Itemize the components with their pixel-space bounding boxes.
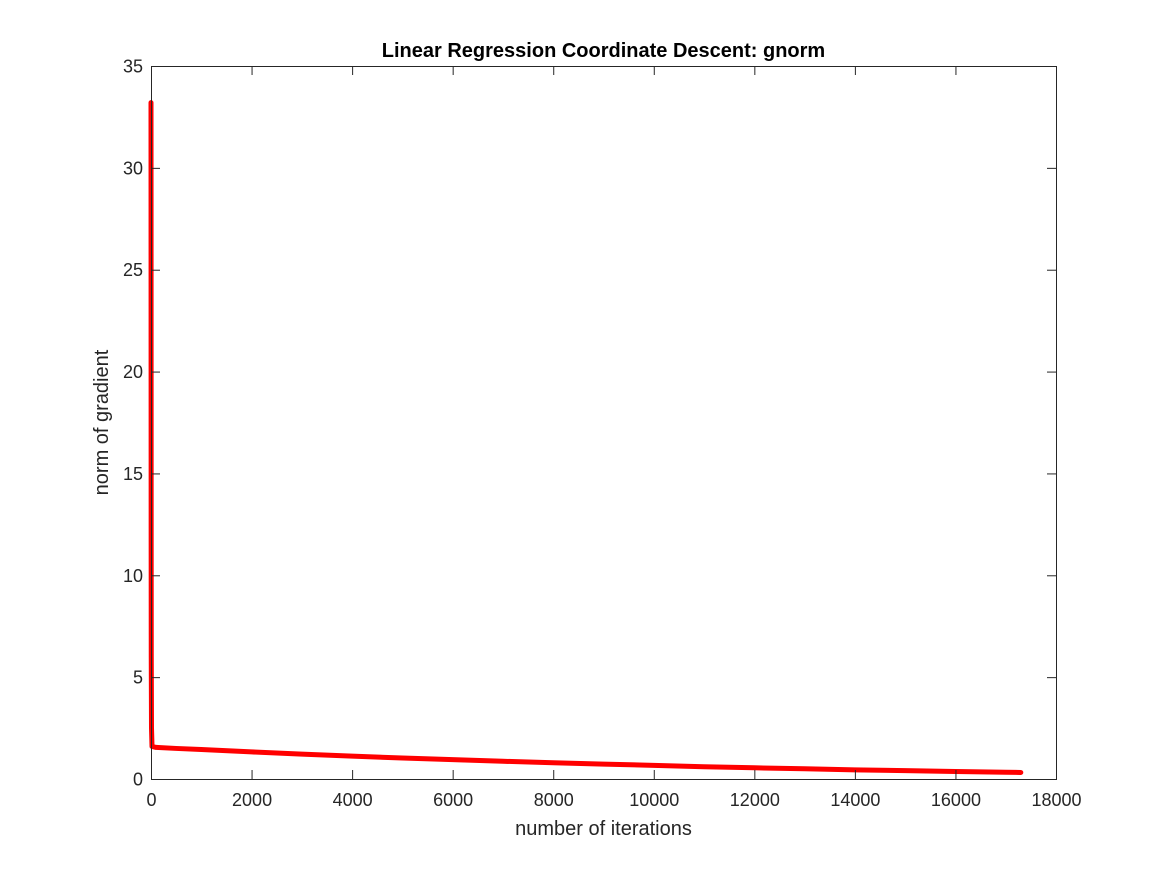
ticks-layer: 0 2000 4000 6000 8000 10000 12000 14000 16000 180… [123, 57, 1082, 811]
x-tick-label: 6000 [433, 790, 473, 810]
plot-area [151, 66, 1056, 779]
y-tick-label: 0 [133, 770, 143, 790]
x-tick-label: 18000 [1031, 790, 1081, 810]
x-tick-label: 14000 [830, 790, 880, 810]
x-tick-label: 0 [146, 790, 156, 810]
y-axis-label: norm of gradient [91, 349, 113, 495]
x-tick-label: 16000 [931, 790, 981, 810]
y-tick-label: 10 [123, 566, 143, 586]
x-axis-label: number of iterations [515, 818, 692, 840]
y-tick-label: 20 [123, 362, 143, 382]
y-tick-label: 5 [133, 668, 143, 688]
x-tick-label: 2000 [232, 790, 272, 810]
chart-title: Linear Regression Coordinate Descent: gn… [382, 40, 825, 62]
y-tick-label: 25 [123, 260, 143, 280]
axes-box [151, 66, 1057, 780]
x-tick-label: 10000 [629, 790, 679, 810]
x-tick-label: 12000 [730, 790, 780, 810]
x-tick-label: 8000 [534, 790, 574, 810]
y-tick-label: 30 [123, 158, 143, 178]
y-tick-label: 35 [123, 57, 143, 77]
x-tick-label: 4000 [333, 790, 373, 810]
y-tick-label: 15 [123, 464, 143, 484]
